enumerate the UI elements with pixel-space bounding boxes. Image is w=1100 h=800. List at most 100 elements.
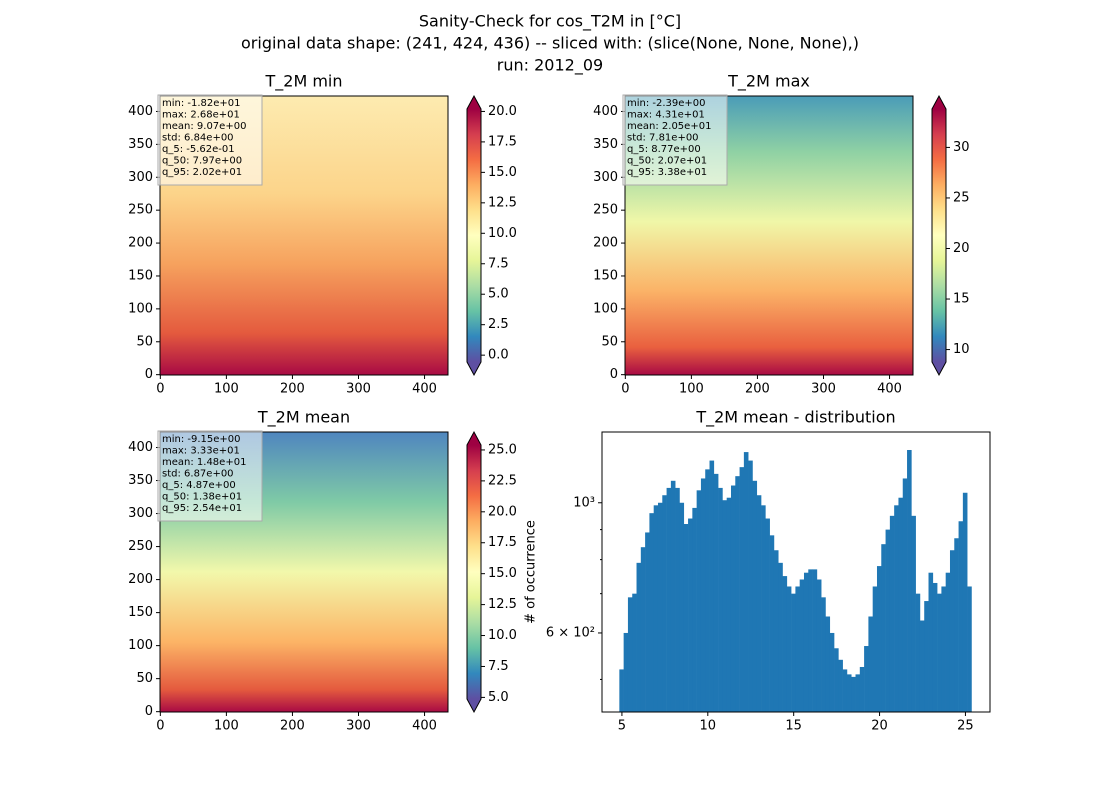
x-tick-label: 100 [214,382,239,397]
hist-bar [645,532,650,712]
hist-bar [812,569,818,712]
hist-bar [662,495,667,712]
x-tick-label: 400 [412,382,437,397]
colorbar-tick-label: 17.5 [488,134,517,149]
colorbar-frame [466,94,482,377]
colorbar-tick-label: 20.0 [488,504,517,519]
colorbar-tick-label: 15 [953,292,970,307]
y-tick-label: 50 [136,334,153,349]
hist-bar [791,593,796,712]
hist-bar [761,505,766,712]
y-tick-label: 100 [128,301,153,316]
hist-bar [675,487,680,712]
colorbar [467,445,481,699]
axes-frame [159,431,449,713]
y-tick-label: 0 [145,704,153,719]
hist-bar [722,500,727,712]
y-tick-label: 150 [593,268,618,283]
y-tick-label: 50 [601,334,618,349]
hist-bar [786,586,792,712]
colorbar-tick-label: 7.5 [488,659,509,674]
hist-bar [838,659,843,712]
hist-bar [636,562,642,712]
hist-bar [657,502,663,712]
x-tick-label: 200 [280,719,305,734]
stats-line: q_95: 2.54e+01 [162,503,242,514]
colorbar-extend [932,362,946,375]
y-tick-label: 0 [610,367,618,382]
hist-bar [949,550,955,712]
hist-bar [872,586,878,712]
hist-bar [765,518,770,712]
stats-line: mean: 9.07e+00 [162,121,246,132]
x-tick-label: 0 [621,382,629,397]
colorbar-tick-label: 20 [953,241,970,256]
y-tick-label: 400 [128,104,153,119]
hist-bar [864,646,869,712]
hist-bar [821,597,826,712]
x-tick-label: 300 [346,719,371,734]
hist-bar [876,566,882,712]
colorbar-frame [931,94,947,377]
panel-title: T_2M max [727,72,810,92]
x-tick-label: 400 [412,719,437,734]
hist-bar [782,576,788,712]
y-tick-label: 150 [128,268,153,283]
hist-bar [816,579,822,712]
colorbar-tick-label: 5.0 [488,690,509,705]
hist-bar [795,586,800,712]
colorbar-tick-label: 10 [953,342,970,357]
hist-bar [834,648,839,712]
hist-bar [808,569,813,712]
hist-bar [709,460,715,712]
y-tick-label: 400 [128,440,153,455]
hist-bar [748,460,753,712]
y-tick-label: 10³ [573,495,595,510]
hist-bar [726,497,732,712]
hist-bar [769,535,775,712]
stats-box [157,94,263,186]
hist-bar [653,505,659,712]
hist-bar [915,593,921,712]
y-tick-label: 100 [593,301,618,316]
colorbar-tick-label: 22.5 [488,473,517,488]
stats-line: mean: 1.48e+01 [162,457,246,468]
colorbar-tick-label: 30 [953,140,970,155]
hist-bar [718,487,723,712]
stats-line: q_5: 4.87e+00 [162,480,236,491]
x-tick-label: 200 [280,382,305,397]
y-tick-label: 250 [128,539,153,554]
hist-bar [846,674,852,712]
hist-bar [666,487,672,712]
hist-bar [705,469,710,712]
hist-bar [640,547,646,712]
figure-title: run: 2012_09 [497,56,603,76]
axes-frame [601,431,991,713]
stats-line: q_50: 2.07e+01 [627,156,707,167]
hist-bar [773,550,779,712]
hist-bar [958,521,964,712]
hist-bar [627,597,633,712]
y-tick-label: 200 [128,572,153,587]
y-tick-label: 6 × 10² [546,625,595,640]
hist-bar [803,572,809,712]
colorbar-tick-label: 10.0 [488,628,517,643]
hist-bar [730,485,736,712]
colorbar-tick-label: 25.0 [488,442,517,457]
stats-line: q_50: 7.97e+00 [162,156,242,167]
panel-title: T_2M mean - distribution [695,408,895,428]
x-tick-label: 25 [957,719,974,734]
hist-bar [842,669,848,712]
hist-bar [829,632,835,712]
colorbar [932,109,946,362]
hist-bar [889,515,895,712]
stats-line: q_50: 1.38e+01 [162,492,242,503]
hist-bar [907,449,912,712]
axes-frame [159,95,449,376]
hist-bar [894,505,899,712]
colorbar-extend [467,432,481,445]
hist-bar [898,497,904,712]
colorbar-tick-label: 0.0 [488,348,509,363]
y-tick-label: 300 [128,506,153,521]
figure-title: original data shape: (241, 424, 436) -- … [241,34,859,53]
